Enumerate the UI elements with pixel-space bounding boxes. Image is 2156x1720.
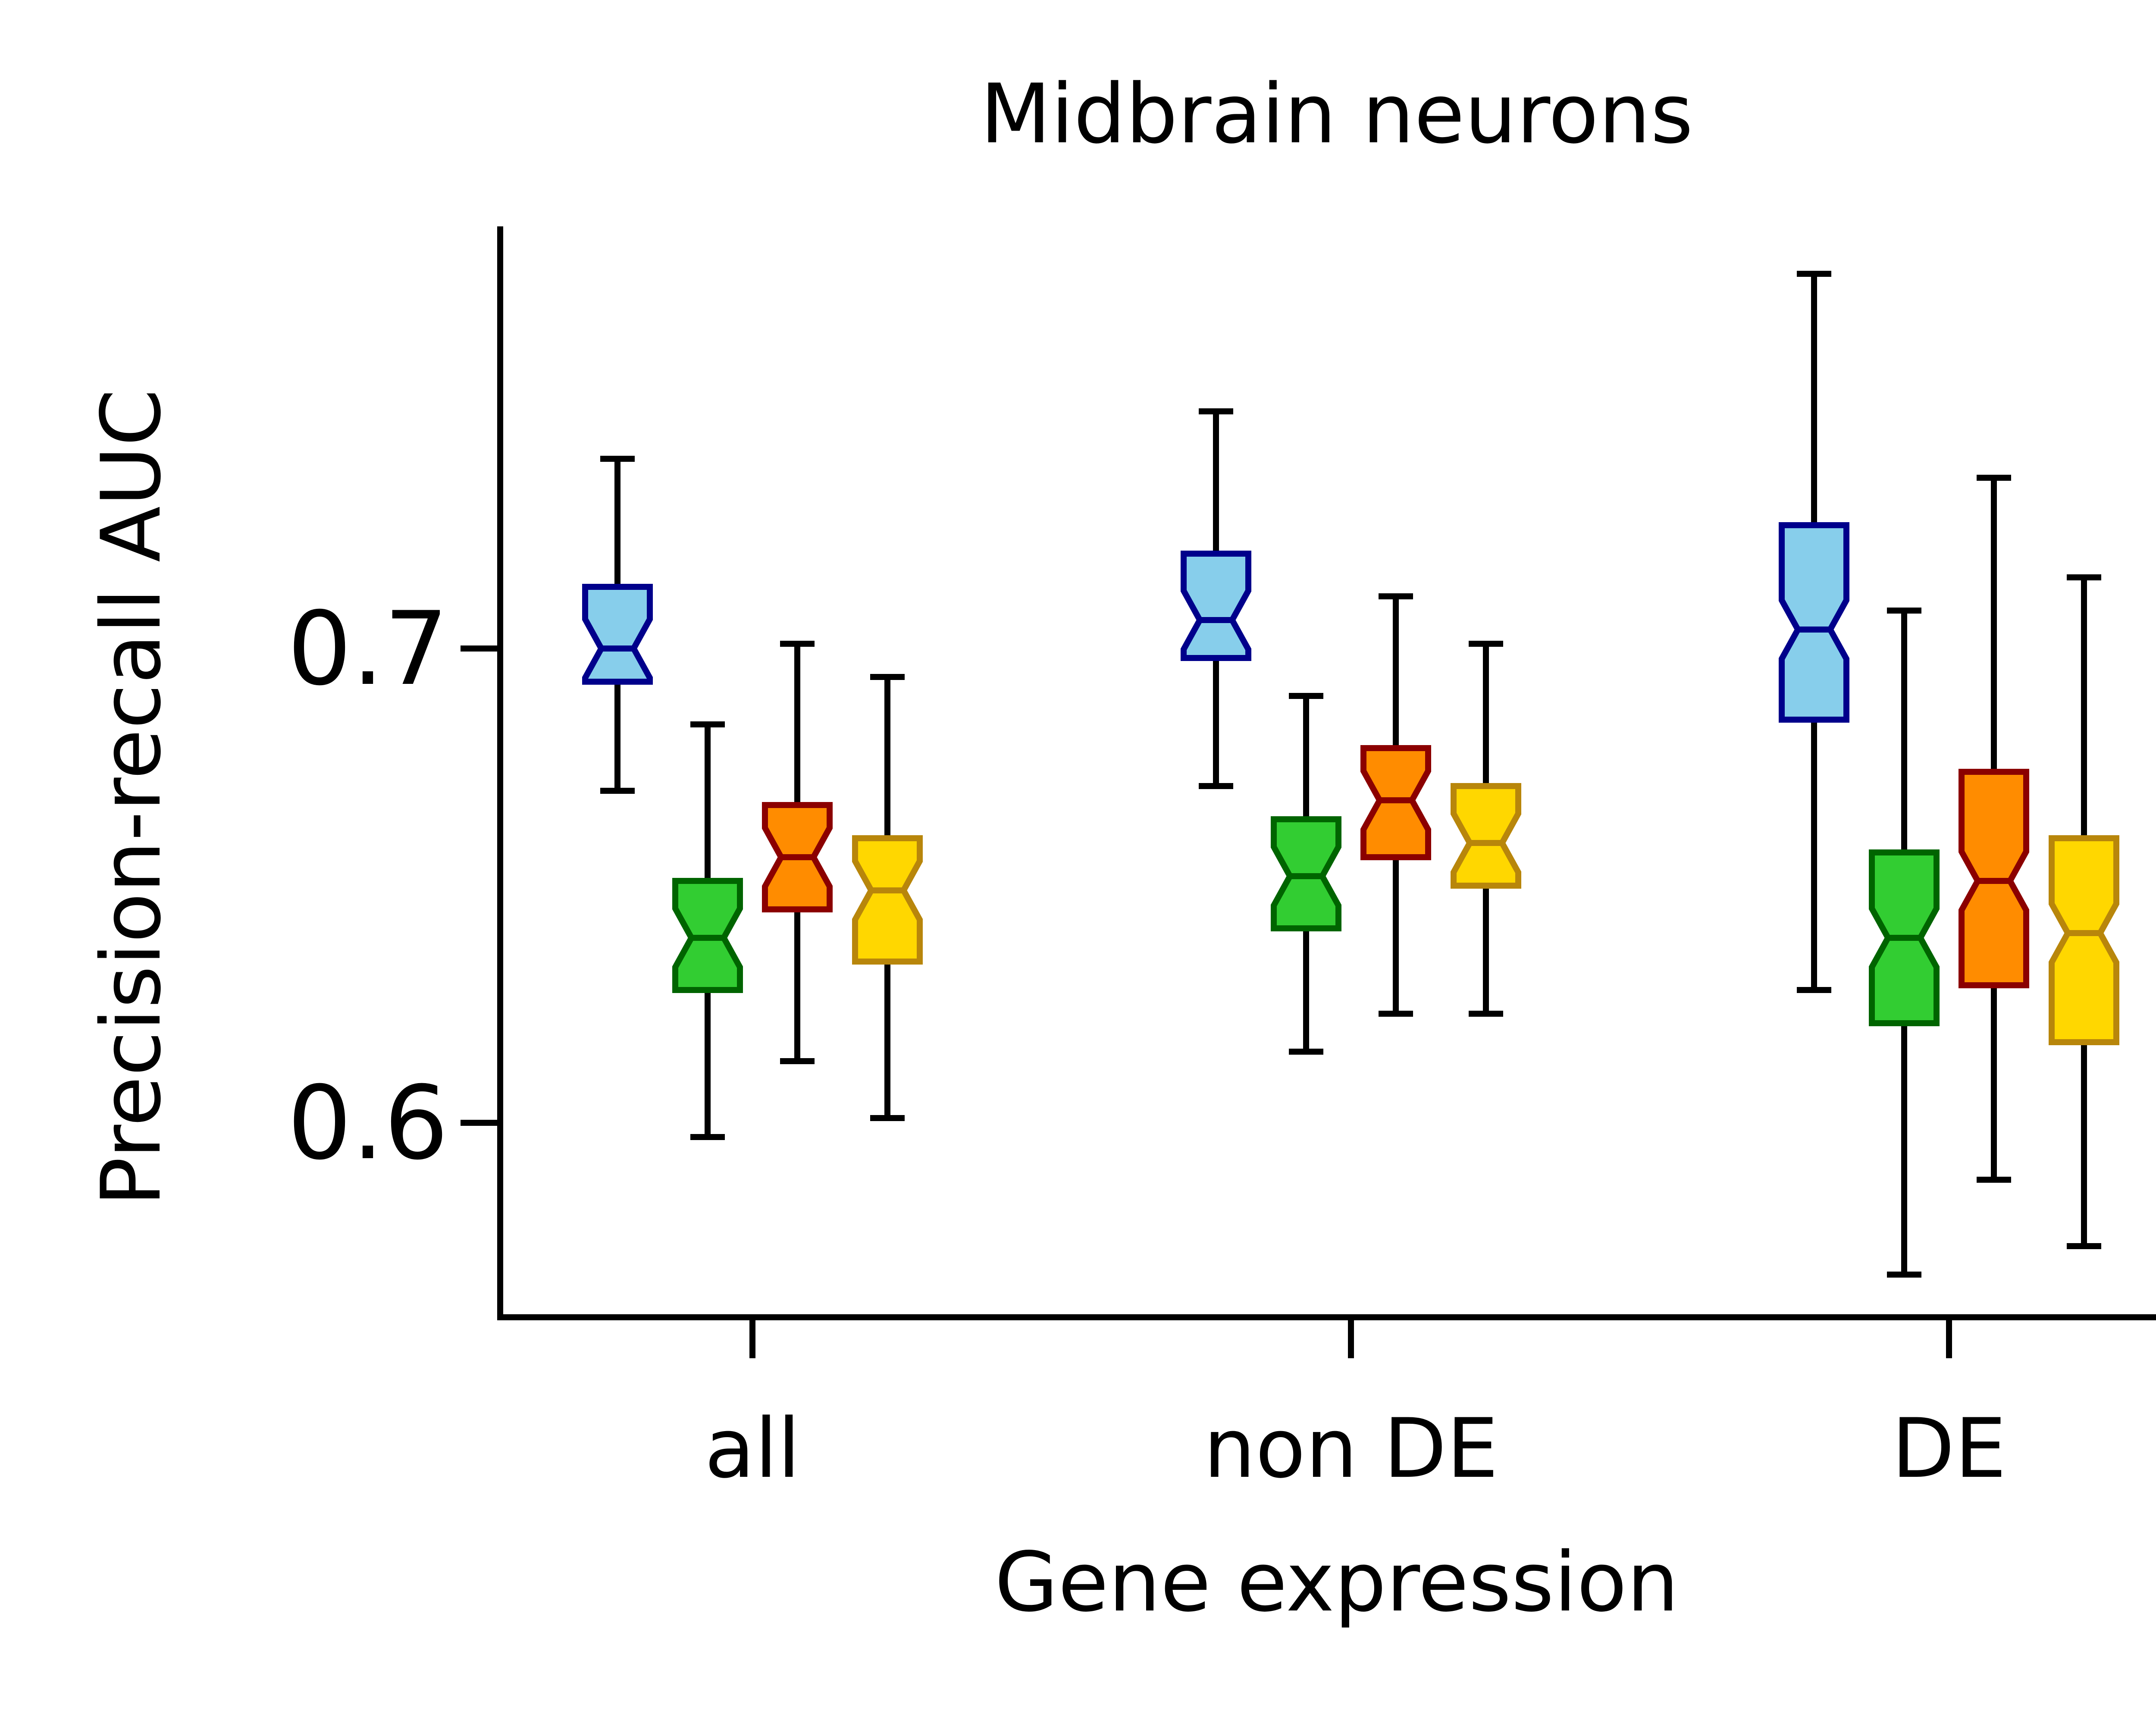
box-all-4 <box>852 674 923 1121</box>
box-non-de-1 <box>1181 408 1251 789</box>
y-tick-label: 0.6 <box>287 1065 448 1182</box>
axes: 0.6 0.7 all non DE DE <box>287 226 2156 1496</box>
box-series-3 <box>762 475 2029 1183</box>
box-body <box>1451 783 1521 889</box>
box-non-de-3 <box>1360 593 1431 1017</box>
box-de-4 <box>2049 574 2119 1249</box>
box-all-3 <box>762 641 833 1064</box>
box-all-2 <box>672 721 743 1140</box>
x-tick-label: all <box>705 1401 800 1496</box>
box-series-1 <box>582 271 1849 993</box>
x-axis-label: Gene expression <box>995 1535 1679 1630</box>
box-non-de-2 <box>1271 693 1341 1055</box>
box-series-4 <box>852 574 2119 1249</box>
box-de-3 <box>1959 475 2029 1183</box>
box-body <box>1779 522 1849 723</box>
chart-title: Midbrain neurons <box>980 66 1693 162</box>
box-body <box>582 584 653 685</box>
y-tick-label: 0.7 <box>287 590 448 708</box>
x-tick-label: DE <box>1892 1401 2006 1496</box>
box-series-2 <box>672 608 1940 1278</box>
box-non-de-4 <box>1451 641 1521 1017</box>
y-axis-label: Precision-recall AUC <box>84 389 179 1206</box>
box-series-group <box>582 271 2119 1278</box>
box-body <box>1181 551 1251 661</box>
box-all-1 <box>582 456 653 794</box>
box-body <box>852 835 923 965</box>
box-body <box>2049 835 2119 1045</box>
x-tick-label: non DE <box>1203 1401 1498 1496</box>
box-de-1 <box>1779 271 1849 993</box>
box-de-2 <box>1869 608 1940 1278</box>
